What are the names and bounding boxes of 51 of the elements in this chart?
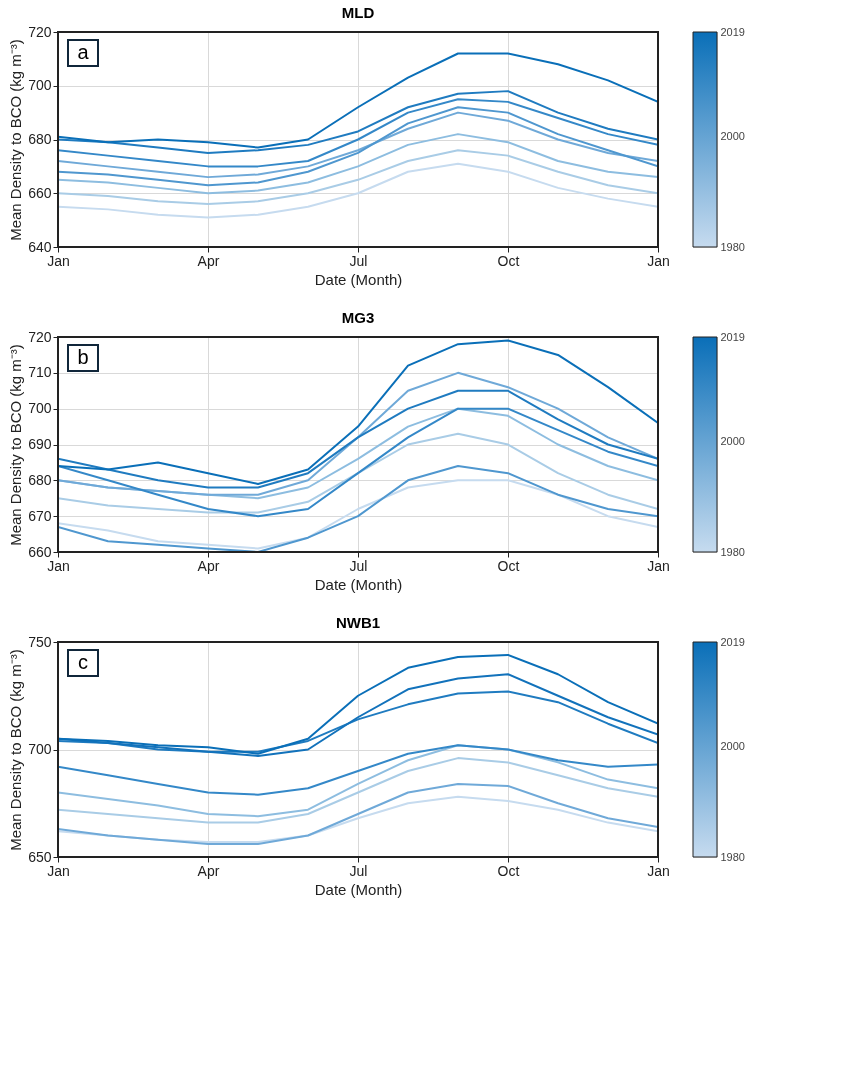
annotation: c xyxy=(78,651,88,673)
x-axis-title: Date (Month) xyxy=(314,880,403,898)
y-tick-label: 650 xyxy=(28,848,52,865)
x-tick-label: Jul xyxy=(349,862,368,879)
chart-title: MG3 xyxy=(341,309,375,326)
y-tick-label: 680 xyxy=(28,471,52,488)
y-tick-label: 750 xyxy=(28,633,52,650)
y-tick-label: 700 xyxy=(28,400,52,417)
y-tick-label: 680 xyxy=(28,131,52,147)
color-bar-label: 2000 xyxy=(720,130,745,143)
color-bar-label: 2019 xyxy=(720,635,745,648)
annotation: a xyxy=(77,41,90,63)
y-tick-label: 660 xyxy=(28,543,52,560)
x-axis-title: Date (Month) xyxy=(314,575,403,593)
y-tick-label: 720 xyxy=(28,328,52,345)
y-tick-label: 670 xyxy=(28,507,52,524)
x-tick-label: Jan xyxy=(47,557,70,574)
x-tick-label: Jul xyxy=(349,252,368,269)
x-tick-label: Jan xyxy=(647,557,670,574)
color-bar-label: 2000 xyxy=(720,740,745,753)
y-axis-title: Mean Density to BCO (kg m⁻³) xyxy=(7,39,25,241)
chart-title: NWB1 xyxy=(335,614,381,631)
x-axis-title: Date (Month) xyxy=(314,270,403,288)
x-tick-label: Oct xyxy=(497,252,520,269)
x-tick-label: Apr xyxy=(197,862,220,879)
chart-title: MLD xyxy=(341,4,375,21)
y-axis-title: Mean Density to BCO (kg m⁻³) xyxy=(7,649,25,851)
color-bar-label: 2000 xyxy=(720,435,745,448)
x-tick-label: Oct xyxy=(497,557,520,574)
x-tick-label: Apr xyxy=(197,557,220,574)
x-tick-label: Apr xyxy=(197,252,220,269)
x-tick-label: Jan xyxy=(47,862,70,879)
x-tick-label: Jan xyxy=(647,862,670,879)
color-bar-label: 1980 xyxy=(720,850,745,863)
y-tick-label: 640 xyxy=(28,238,52,255)
x-tick-label: Jan xyxy=(647,252,670,269)
y-tick-label: 720 xyxy=(28,23,52,40)
x-tick-label: Jan xyxy=(47,252,70,269)
x-tick-label: Jul xyxy=(349,557,368,574)
y-tick-label: 690 xyxy=(28,436,52,452)
y-tick-label: 700 xyxy=(28,77,52,94)
color-bar-label: 2019 xyxy=(720,330,745,343)
y-tick-label: 660 xyxy=(28,184,52,201)
x-tick-label: Oct xyxy=(497,862,520,879)
y-axis-title: Mean Density to BCO (kg m⁻³) xyxy=(7,344,25,546)
annotation: b xyxy=(77,346,89,368)
y-tick-label: 710 xyxy=(28,364,52,381)
color-bar-label: 1980 xyxy=(720,545,745,558)
color-bar-label: 1980 xyxy=(720,240,745,253)
color-bar-label: 2019 xyxy=(720,25,745,38)
y-tick-label: 700 xyxy=(28,741,52,757)
